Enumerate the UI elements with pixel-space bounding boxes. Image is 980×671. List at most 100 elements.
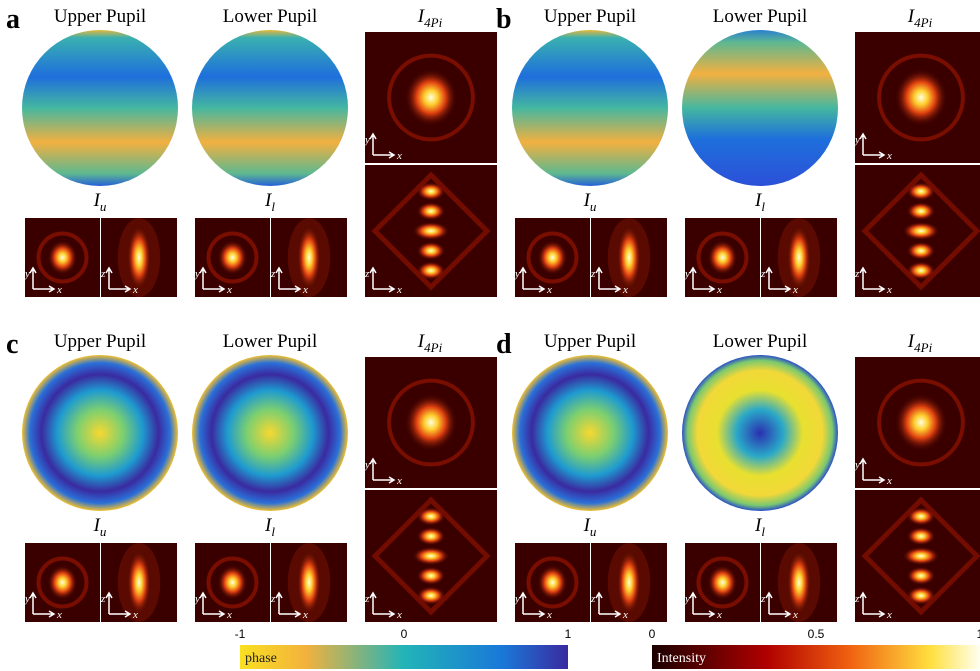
- i4pi-title: I4Pi: [907, 6, 933, 30]
- axis-label: x: [886, 609, 892, 621]
- axis-label: y: [364, 134, 370, 146]
- axis-label: z: [100, 268, 106, 280]
- psf-spot: [218, 240, 248, 275]
- pupil-title: Lower Pupil: [713, 6, 807, 27]
- title-sub: l: [761, 524, 765, 539]
- axis-label: x: [546, 609, 552, 621]
- axis-label: y: [854, 459, 860, 471]
- psf-spot: [708, 240, 738, 275]
- psf-spot: [787, 549, 811, 615]
- axis-label: z: [364, 593, 370, 605]
- panel-label: a: [6, 4, 20, 35]
- title-sub: 4Pi: [424, 15, 442, 30]
- axis-label: x: [226, 609, 232, 621]
- title-sub: u: [590, 524, 597, 539]
- iu-title: Iu: [93, 515, 107, 539]
- title-sub: 4Pi: [914, 340, 932, 355]
- pupil-title: Upper Pupil: [544, 6, 636, 27]
- lower-pupil: [682, 30, 838, 186]
- axis-label: z: [854, 593, 860, 605]
- figure: a Upper Pupil Lower Pupil I4Pi Iu Il x y x z x y x z x…: [0, 0, 980, 671]
- il-title: Il: [264, 515, 275, 539]
- axis-label: z: [364, 268, 370, 280]
- axis-label: x: [622, 284, 628, 296]
- pupil-title: Lower Pupil: [223, 331, 317, 352]
- iu-title: Iu: [583, 190, 597, 214]
- axis-label: y: [514, 593, 520, 605]
- title-sub: l: [271, 199, 275, 214]
- lower-pupil: [192, 355, 348, 511]
- axis-label: x: [396, 150, 402, 162]
- psf-fringe: [416, 202, 445, 220]
- psf-spot: [708, 565, 738, 600]
- axis-label: x: [132, 284, 138, 296]
- upper-pupil: [22, 30, 178, 186]
- psf-spot: [48, 240, 78, 275]
- psf-spot: [127, 549, 151, 615]
- title-sub: u: [590, 199, 597, 214]
- psf-spot: [127, 224, 151, 290]
- upper-pupil: [512, 355, 668, 511]
- pupil-title: Lower Pupil: [223, 6, 317, 27]
- i4pi-title: I4Pi: [417, 331, 443, 355]
- title-sub: 4Pi: [914, 15, 932, 30]
- psf-fringe: [413, 547, 450, 565]
- axis-label: x: [716, 284, 722, 296]
- psf-spot: [405, 69, 458, 127]
- colorbar-label: Intensity: [657, 651, 706, 666]
- psf-fringe: [903, 547, 940, 565]
- upper-pupil: [512, 30, 668, 186]
- axis-label: x: [396, 609, 402, 621]
- i4pi-title: I4Pi: [417, 6, 443, 30]
- pupil-title: Upper Pupil: [54, 331, 146, 352]
- psf-spot: [617, 549, 641, 615]
- title-sub: u: [100, 524, 107, 539]
- il-title: Il: [754, 515, 765, 539]
- axis-label: x: [302, 609, 308, 621]
- axis-label: y: [684, 268, 690, 280]
- axis-label: x: [56, 284, 62, 296]
- colorbar-label: phase: [245, 651, 277, 666]
- axis-label: x: [132, 609, 138, 621]
- axis-label: y: [684, 593, 690, 605]
- psf-spot: [538, 240, 568, 275]
- psf-spot: [895, 69, 948, 127]
- pupil-title: Upper Pupil: [544, 331, 636, 352]
- axis-label: x: [396, 475, 402, 487]
- title-sub: u: [100, 199, 107, 214]
- axis-label: y: [364, 459, 370, 471]
- axis-label: z: [590, 593, 596, 605]
- psf-fringe: [416, 242, 445, 260]
- axis-label: x: [716, 609, 722, 621]
- psf-spot: [297, 224, 321, 290]
- axis-label: x: [56, 609, 62, 621]
- axis-label: x: [886, 475, 892, 487]
- panel-label: b: [496, 4, 512, 35]
- psf-spot: [218, 565, 248, 600]
- psf-fringe: [416, 527, 445, 545]
- psf-spot: [617, 224, 641, 290]
- axis-label: z: [760, 593, 766, 605]
- axis-label: y: [514, 268, 520, 280]
- i4pi-title: I4Pi: [907, 331, 933, 355]
- axis-label: y: [854, 134, 860, 146]
- axis-label: z: [854, 268, 860, 280]
- axis-label: x: [302, 284, 308, 296]
- colorbar-tick-label: 0: [649, 627, 656, 641]
- psf-fringe: [413, 222, 450, 240]
- title-sub: l: [271, 524, 275, 539]
- iu-title: Iu: [93, 190, 107, 214]
- axis-label: z: [590, 268, 596, 280]
- colorbar-tick-label: -1: [235, 627, 246, 641]
- psf-spot: [405, 394, 458, 452]
- upper-pupil: [22, 355, 178, 511]
- psf-spot: [787, 224, 811, 290]
- colorbar-tick-label: 0.5: [808, 627, 825, 641]
- axis-label: z: [270, 593, 276, 605]
- colorbar-tick-label: 1: [977, 627, 980, 641]
- psf-fringe: [906, 567, 935, 585]
- axis-label: x: [396, 284, 402, 296]
- psf-fringe: [416, 567, 445, 585]
- lower-pupil: [682, 355, 838, 511]
- panel-label: d: [496, 329, 512, 360]
